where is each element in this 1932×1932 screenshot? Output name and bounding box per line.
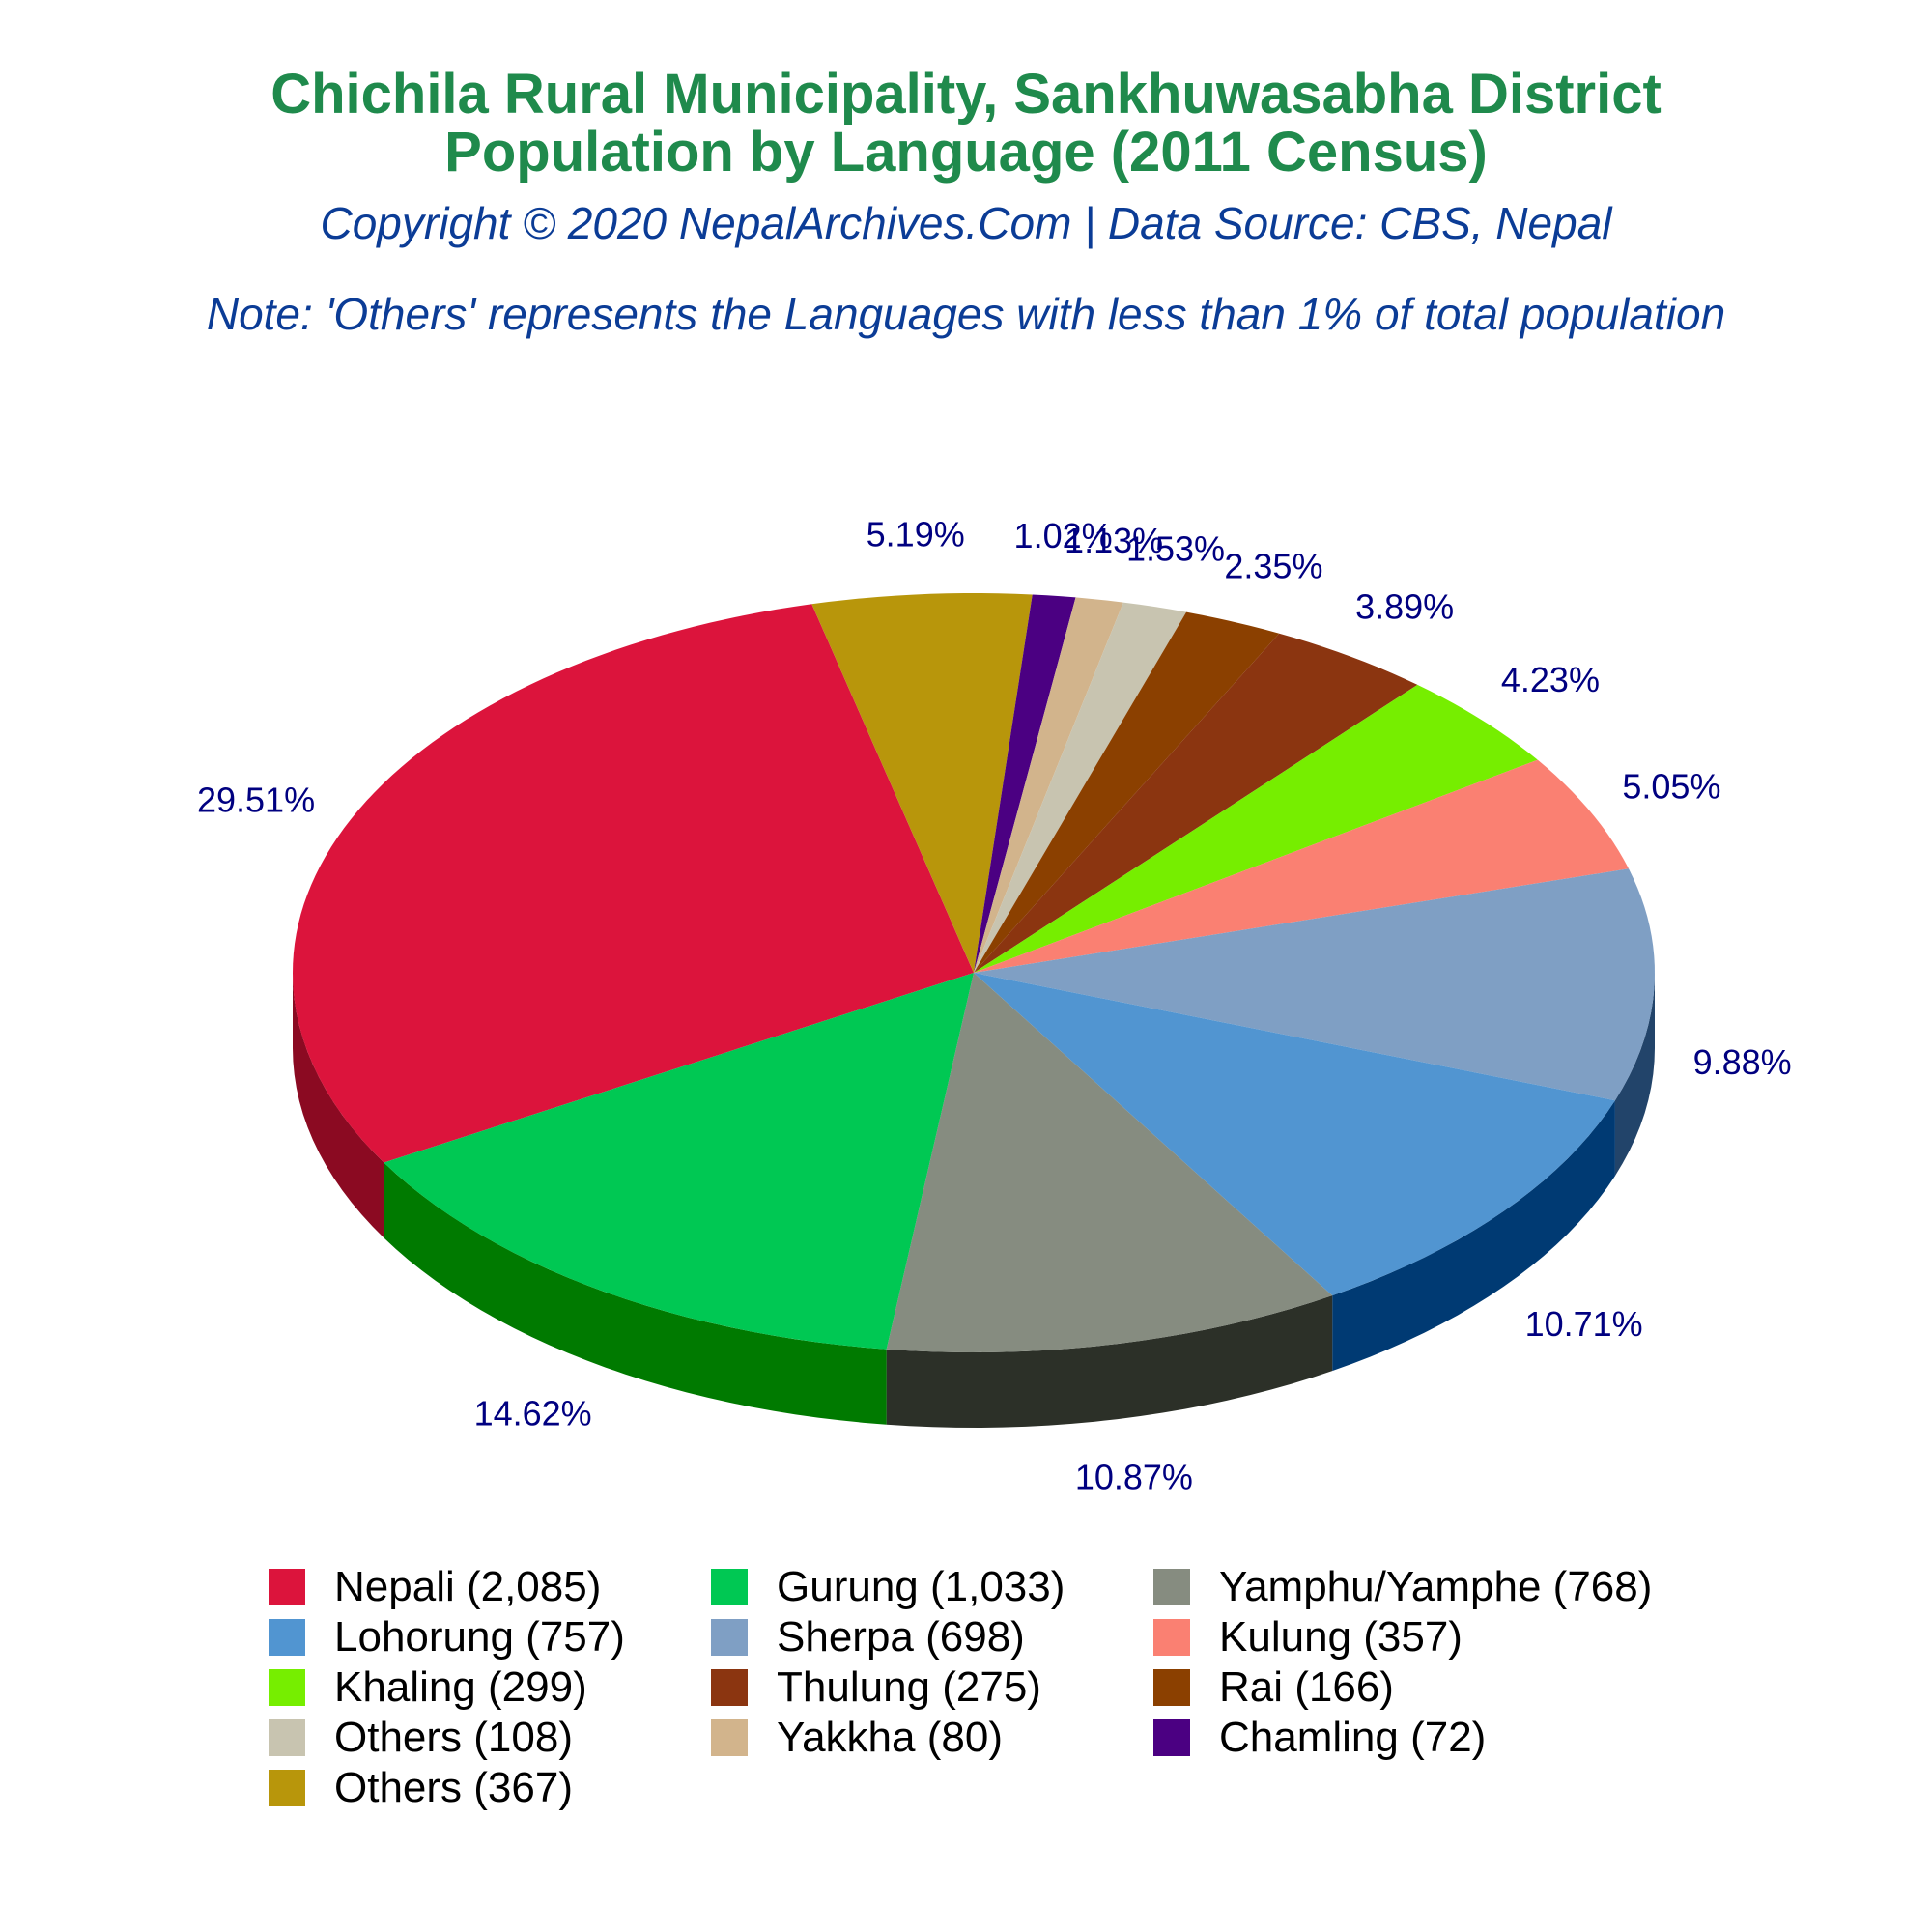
legend-swatch xyxy=(1153,1569,1190,1605)
legend-label: Others (108) xyxy=(334,1714,573,1761)
legend-swatch xyxy=(269,1619,305,1656)
legend-label: Others (367) xyxy=(334,1764,573,1811)
legend-swatch xyxy=(269,1770,305,1806)
legend-item: Thulung (275) xyxy=(711,1663,1041,1712)
pie-slice-chamling[interactable] xyxy=(974,594,1076,973)
pie-label-chamling: 1.02% xyxy=(1014,516,1113,555)
pie-label-sherpa: 9.88% xyxy=(1693,1042,1792,1082)
legend-item: Gurung (1,033) xyxy=(711,1563,1065,1611)
pie-slice-kulung[interactable] xyxy=(974,759,1629,973)
pie-label-yamphu-yamphe: 10.87% xyxy=(1075,1458,1193,1497)
note-text: Note: 'Others' represents the Languages … xyxy=(206,289,1726,339)
legend-item: Nepali (2,085) xyxy=(269,1563,601,1611)
legend-label: Nepali (2,085) xyxy=(334,1563,602,1610)
pie-slice-lohorung[interactable] xyxy=(974,973,1615,1296)
legend-item: Khaling (299) xyxy=(269,1663,587,1712)
pie-side-gurung xyxy=(384,1162,887,1425)
legend-label: Khaling (299) xyxy=(334,1663,587,1711)
pie-label-gurung: 14.62% xyxy=(474,1394,592,1434)
legend-label: Yakkha (80) xyxy=(777,1714,1003,1761)
pie-label-nepali: 29.51% xyxy=(197,780,315,819)
pie-slice-others[interactable] xyxy=(811,593,1033,973)
chart-title-line2: Population by Language (2011 Census) xyxy=(444,121,1488,184)
legend-label: Thulung (275) xyxy=(777,1663,1041,1711)
legend-label: Chamling (72) xyxy=(1219,1714,1487,1761)
legend-swatch xyxy=(269,1719,305,1756)
pie-label-rai: 2.35% xyxy=(1224,546,1322,585)
legend-swatch xyxy=(1153,1719,1190,1756)
legend-swatch xyxy=(711,1669,748,1706)
legend-item: Others (367) xyxy=(269,1764,573,1812)
pie-slice-nepali[interactable] xyxy=(293,604,974,1163)
pie-label-others: 5.19% xyxy=(867,514,965,554)
legend-item: Yamphu/Yamphe (768) xyxy=(1153,1563,1652,1611)
pie-side-yamphu-yamphe xyxy=(886,1295,1333,1428)
legend-item: Chamling (72) xyxy=(1153,1714,1486,1762)
legend-item: Lohorung (757) xyxy=(269,1613,625,1662)
legend-label: Lohorung (757) xyxy=(334,1613,625,1661)
legend-item: Others (108) xyxy=(269,1714,573,1762)
legend-item: Sherpa (698) xyxy=(711,1613,1025,1662)
pie-slice-yamphu-yamphe[interactable] xyxy=(886,973,1333,1352)
legend-item: Yakkha (80) xyxy=(711,1714,1003,1762)
pie-slice-thulung[interactable] xyxy=(974,633,1418,973)
chart-title-line1: Chichila Rural Municipality, Sankhuwasab… xyxy=(270,63,1662,126)
pie-slice-yakkha[interactable] xyxy=(974,597,1123,973)
pie-chart: 29.51% 5.19% 1.02%1.13%1.53% 2.35% 3.89% 4.23… xyxy=(197,514,1792,1496)
pie-slice-rai[interactable] xyxy=(974,611,1280,973)
pie-label-lohorung: 10.71% xyxy=(1525,1304,1643,1344)
pie-label-kulung: 5.05% xyxy=(1622,767,1720,807)
pie-side-walls xyxy=(293,973,1655,1428)
legend-swatch xyxy=(711,1619,748,1656)
pie-top xyxy=(293,593,1655,1352)
legend-item: Kulung (357) xyxy=(1153,1613,1463,1662)
pie-slice-khaling[interactable] xyxy=(974,684,1538,973)
legend-swatch xyxy=(1153,1669,1190,1706)
legend-swatch xyxy=(1153,1619,1190,1656)
pie-labels: 29.51% 5.19% 1.02%1.13%1.53% 2.35% 3.89% 4.23… xyxy=(197,514,1792,1496)
legend-label: Sherpa (698) xyxy=(777,1613,1025,1661)
legend-label: Kulung (357) xyxy=(1219,1613,1463,1661)
pie-side-nepali xyxy=(293,973,384,1238)
pie-label-khaling: 4.23% xyxy=(1501,660,1600,699)
legend-label: Gurung (1,033) xyxy=(777,1563,1065,1610)
pie-side-lohorung xyxy=(1332,1100,1615,1372)
legend-label: Yamphu/Yamphe (768) xyxy=(1219,1563,1653,1610)
legend-swatch xyxy=(269,1669,305,1706)
pie-slice-others[interactable] xyxy=(974,602,1187,973)
legend-swatch xyxy=(711,1569,748,1605)
legend-swatch xyxy=(269,1569,305,1605)
pie-label-yakkha: 1.13% xyxy=(1065,521,1163,560)
copyright-text: Copyright © 2020 NepalArchives.Com | Dat… xyxy=(320,198,1612,248)
legend-swatch xyxy=(711,1719,748,1756)
pie-slice-gurung[interactable] xyxy=(384,973,974,1350)
legend-item: Rai (166) xyxy=(1153,1663,1394,1712)
pie-slice-sherpa[interactable] xyxy=(974,868,1655,1101)
pie-label-others: 1.53% xyxy=(1126,528,1225,568)
pie-side-sherpa xyxy=(1614,973,1655,1177)
pie-label-thulung: 3.89% xyxy=(1355,586,1454,626)
legend-label: Rai (166) xyxy=(1219,1663,1394,1711)
